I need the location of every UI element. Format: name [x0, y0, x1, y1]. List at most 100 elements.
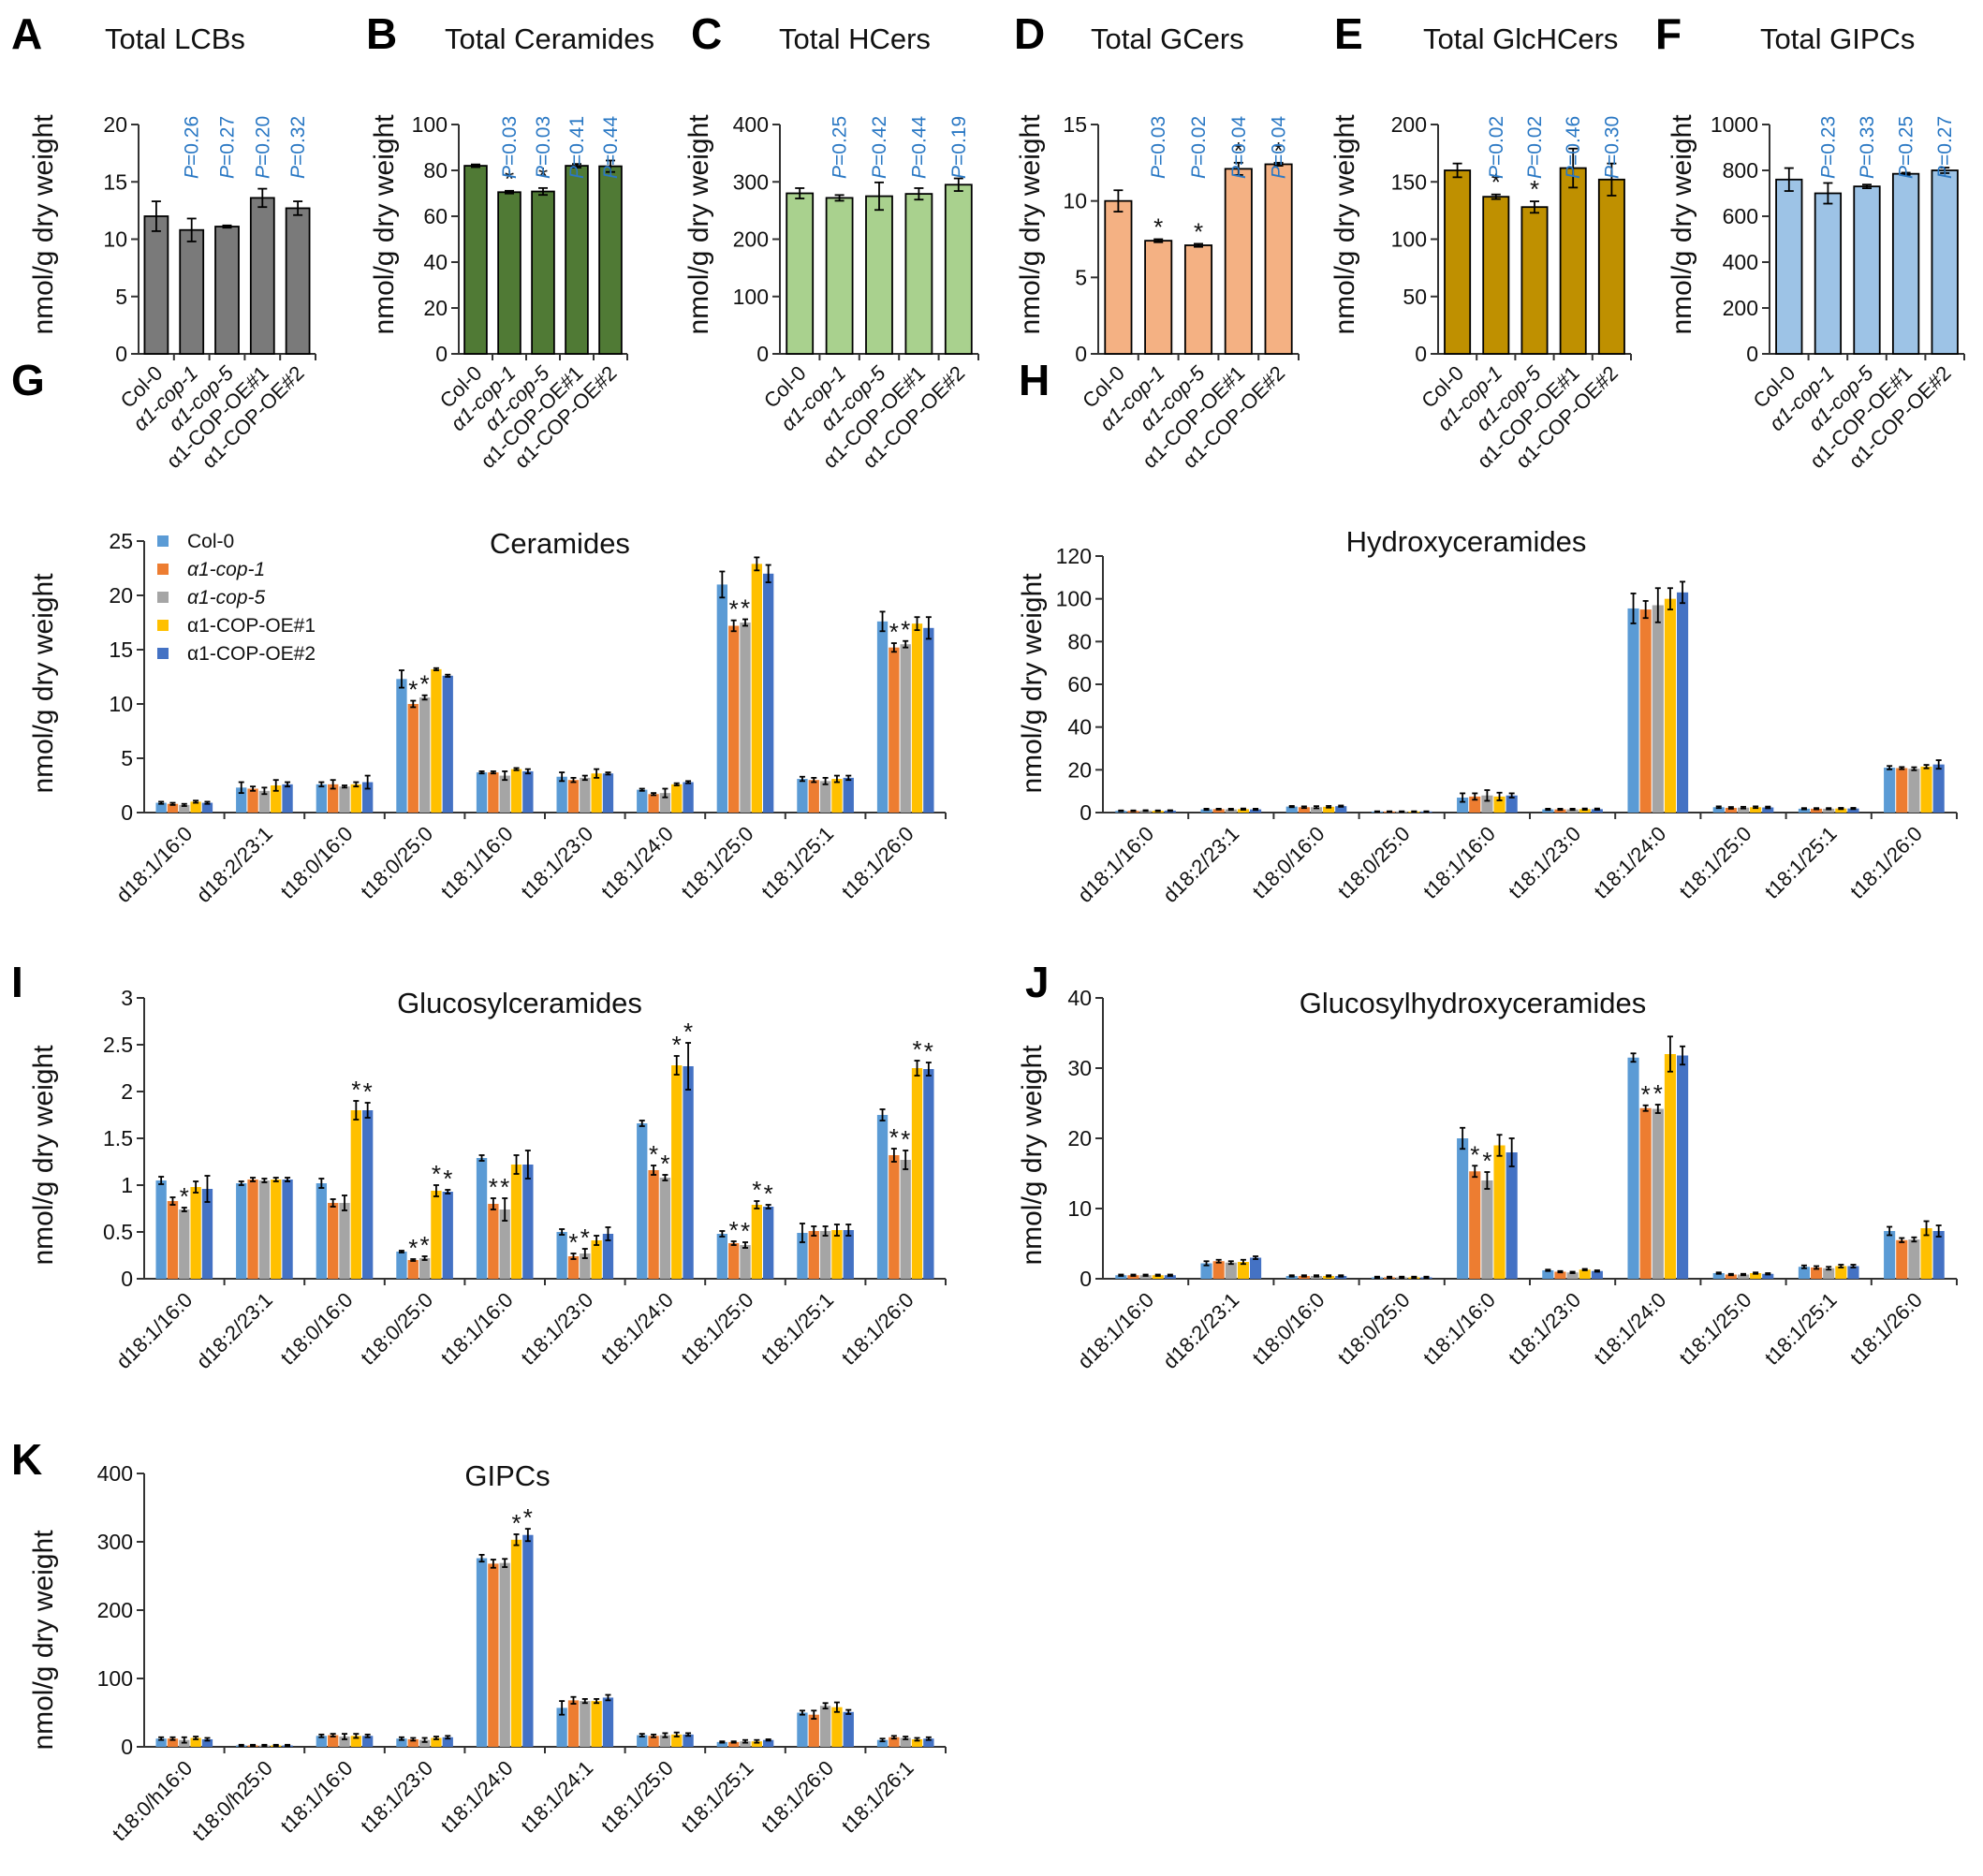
- significance-star: *: [511, 1509, 521, 1537]
- significance-star: *: [500, 1173, 509, 1201]
- bar-4: [671, 1065, 683, 1279]
- p-value-prefix: P: [908, 166, 930, 179]
- y-tick-label: 0: [121, 1735, 133, 1759]
- p-value-number: =0.26: [182, 116, 203, 166]
- significance-star: *: [420, 1231, 430, 1259]
- y-tick-label: 10: [1067, 1196, 1092, 1221]
- y-tick-label: 0: [1080, 1267, 1092, 1291]
- bar-5: [1847, 1266, 1859, 1279]
- significance-star: *: [672, 1031, 682, 1059]
- y-tick-label: 20: [423, 296, 448, 320]
- p-value-label: P=0.25: [830, 116, 851, 179]
- panel-title-j: Glucosylhydroxyceramides: [1300, 987, 1646, 1019]
- y-tick-label: 100: [733, 285, 769, 309]
- bar-4: [1750, 807, 1762, 813]
- significance-star: *: [660, 1150, 669, 1178]
- p-value-prefix: P: [1228, 166, 1250, 179]
- bar-1: [876, 1115, 889, 1279]
- panel-title-h: Hydroxyceramides: [1346, 525, 1587, 558]
- legend-label-2: α1-cop-1: [187, 559, 265, 580]
- bar-3: [580, 1253, 591, 1279]
- p-value-number: =0.44: [908, 116, 930, 166]
- bar-1: [1884, 1231, 1896, 1279]
- bar-2: [1469, 1171, 1481, 1279]
- plot-area-d: 051015Col-0*P=0.03α1-cop-1*P=0.02α1-cop-…: [1063, 112, 1300, 473]
- bar: [531, 190, 555, 355]
- bar-1: [637, 1123, 648, 1279]
- bar: [904, 193, 933, 355]
- bar-2: [889, 1737, 900, 1747]
- y-tick-label: 60: [1067, 672, 1092, 696]
- bar-2: [167, 803, 179, 813]
- legend-swatch-4: [157, 620, 169, 631]
- bar-4: [1493, 1145, 1506, 1279]
- p-value-label: P=0.02: [1524, 116, 1546, 179]
- legend-swatch-2: [157, 564, 169, 575]
- bar-3: [659, 1735, 671, 1747]
- bar-4: [271, 1180, 282, 1279]
- y-tick-label: 20: [1067, 1126, 1092, 1151]
- bar-4: [271, 785, 282, 813]
- bar-3: [419, 1258, 431, 1279]
- p-value-number: =0.27: [1934, 116, 1956, 166]
- bar-3: [819, 1231, 831, 1279]
- bar-1: [316, 1183, 328, 1279]
- p-value-prefix: P: [499, 166, 521, 179]
- p-value-prefix: P: [1817, 166, 1839, 179]
- y-tick-label: 2: [121, 1079, 133, 1104]
- bar-4: [911, 1068, 923, 1279]
- bar-1: [155, 1738, 167, 1747]
- p-value-number: =0.42: [869, 116, 890, 166]
- bar-2: [728, 625, 740, 813]
- significance-star: *: [1653, 1079, 1663, 1107]
- bar-4: [431, 668, 442, 813]
- p-value-prefix: P: [948, 166, 970, 179]
- bar-2: [1298, 807, 1310, 813]
- y-tick-label: 80: [423, 158, 448, 183]
- bar-3: [419, 697, 431, 813]
- bar: [565, 165, 589, 355]
- bar-1: [797, 1233, 808, 1279]
- bar-5: [1506, 795, 1518, 813]
- bar-5: [1164, 1275, 1176, 1279]
- bar-4: [1920, 766, 1932, 813]
- bar-3: [740, 623, 751, 813]
- y-tick-label: 0: [435, 342, 448, 366]
- y-tick-label: 5: [115, 285, 127, 309]
- p-value-prefix: P: [566, 166, 588, 179]
- bar-4: [1579, 809, 1591, 813]
- bar-4: [1152, 1275, 1164, 1279]
- p-value-prefix: P: [1857, 166, 1878, 179]
- bar-2: [1212, 809, 1225, 813]
- p-value-prefix: P: [830, 166, 851, 179]
- legend-swatch-3: [157, 592, 169, 603]
- bar-2: [1725, 807, 1737, 813]
- p-value-prefix: P: [1601, 166, 1623, 179]
- panel-letter-i: I: [11, 958, 23, 1006]
- legend-swatch-1: [157, 535, 169, 547]
- y-tick-label: 1: [121, 1173, 133, 1197]
- significance-star: *: [924, 1037, 933, 1065]
- panel-letter-c: C: [691, 9, 722, 58]
- y-tick-label: 15: [103, 169, 127, 194]
- bar-5: [442, 675, 453, 813]
- bar-5: [201, 1189, 213, 1279]
- y-tick-label: 800: [1723, 158, 1758, 183]
- bar-5: [1676, 592, 1689, 813]
- p-value-prefix: P: [1896, 166, 1917, 179]
- bar-2: [648, 794, 659, 813]
- p-value-label: P=0.25: [1896, 116, 1917, 179]
- significance-star: *: [489, 1173, 498, 1201]
- bar-3: [659, 793, 671, 813]
- legend-label-1: Col-0: [187, 531, 234, 552]
- bar: [463, 165, 488, 355]
- bar-5: [442, 1737, 453, 1747]
- significance-star: *: [1274, 137, 1284, 165]
- p-value-number: =0.02: [1524, 116, 1546, 166]
- bar-3: [179, 1209, 190, 1279]
- bar-3: [1823, 1268, 1835, 1279]
- p-value-label: P=0.46: [1563, 116, 1584, 179]
- bar-1: [396, 1252, 407, 1279]
- bar-2: [648, 1170, 659, 1279]
- bar: [1104, 199, 1133, 355]
